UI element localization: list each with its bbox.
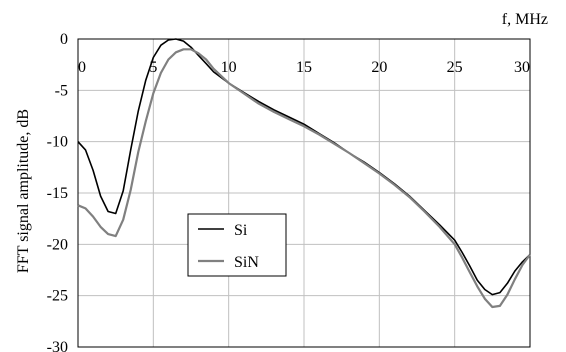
x-tick-label: 0: [78, 59, 86, 76]
x-tick-label: 5: [149, 59, 157, 76]
y-tick-label: 0: [60, 31, 68, 48]
series-lines: [77, 38, 531, 309]
plot-area-frame: [77, 38, 531, 348]
y-tick-label: -25: [47, 288, 68, 305]
x-tick-label: 25: [447, 59, 463, 76]
x-tick-labels: 0 5 10 15 20 25 30: [78, 59, 530, 76]
grid-lines: [78, 39, 530, 347]
y-tick-label: -10: [47, 134, 68, 151]
y-tick-label: -5: [55, 82, 68, 99]
y-tick-label: -20: [47, 236, 68, 253]
y-axis-label: FFT signal amplitude, dB: [15, 109, 32, 273]
x-tick-label: 20: [371, 59, 387, 76]
legend-label-sin: SiN: [234, 254, 259, 271]
y-tick-labels: 0 -5 -10 -15 -20 -25 -30: [47, 31, 68, 352]
legend-label-si: Si: [234, 222, 248, 239]
series-line-sin: [77, 48, 531, 309]
legend-box: [187, 213, 287, 277]
x-tick-label: 10: [221, 59, 237, 76]
legend: Si SiN: [187, 213, 287, 277]
y-tick-label: -30: [47, 339, 68, 352]
x-tick-label: 15: [296, 59, 312, 76]
x-axis-label: f, MHz: [502, 11, 548, 28]
series-line-si: [77, 38, 531, 296]
y-tick-label: -15: [47, 185, 68, 202]
x-tick-label: 30: [514, 59, 530, 76]
